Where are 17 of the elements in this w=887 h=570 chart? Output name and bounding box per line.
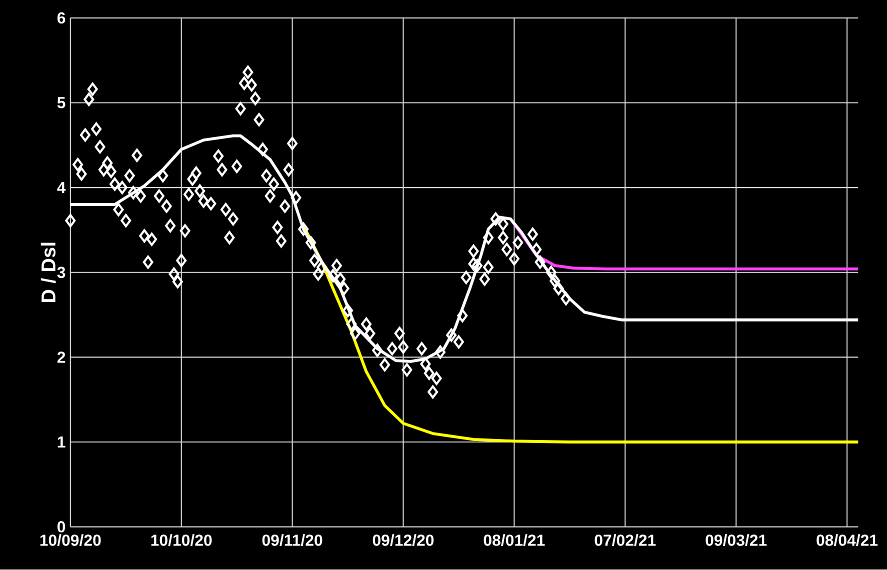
- y-tick-label: 1: [58, 436, 66, 448]
- x-tick-label: 09/11/20: [262, 534, 322, 546]
- x-tick-label: 08/01/21: [484, 534, 545, 546]
- x-tick-label: 10/10/20: [151, 534, 212, 546]
- x-tick-label: 09/03/21: [706, 534, 767, 546]
- y-tick-label: 3: [57, 266, 66, 278]
- line-series: [302, 224, 860, 444]
- y-tick-label: 0: [57, 521, 66, 533]
- y-tick-label: 5: [57, 97, 66, 108]
- y-tick-label: 4: [57, 182, 66, 194]
- y-tick-label: 2: [57, 352, 66, 363]
- x-tick-label: 09/12/20: [372, 534, 434, 546]
- x-tick-label: 10/09/20: [40, 534, 101, 546]
- x-tick-label: 07/02/21: [594, 534, 656, 546]
- y-axis-title: D / Dsl: [40, 242, 56, 302]
- y-tick-label: 6: [57, 12, 66, 24]
- x-tick-label: 08/04/21: [816, 534, 878, 546]
